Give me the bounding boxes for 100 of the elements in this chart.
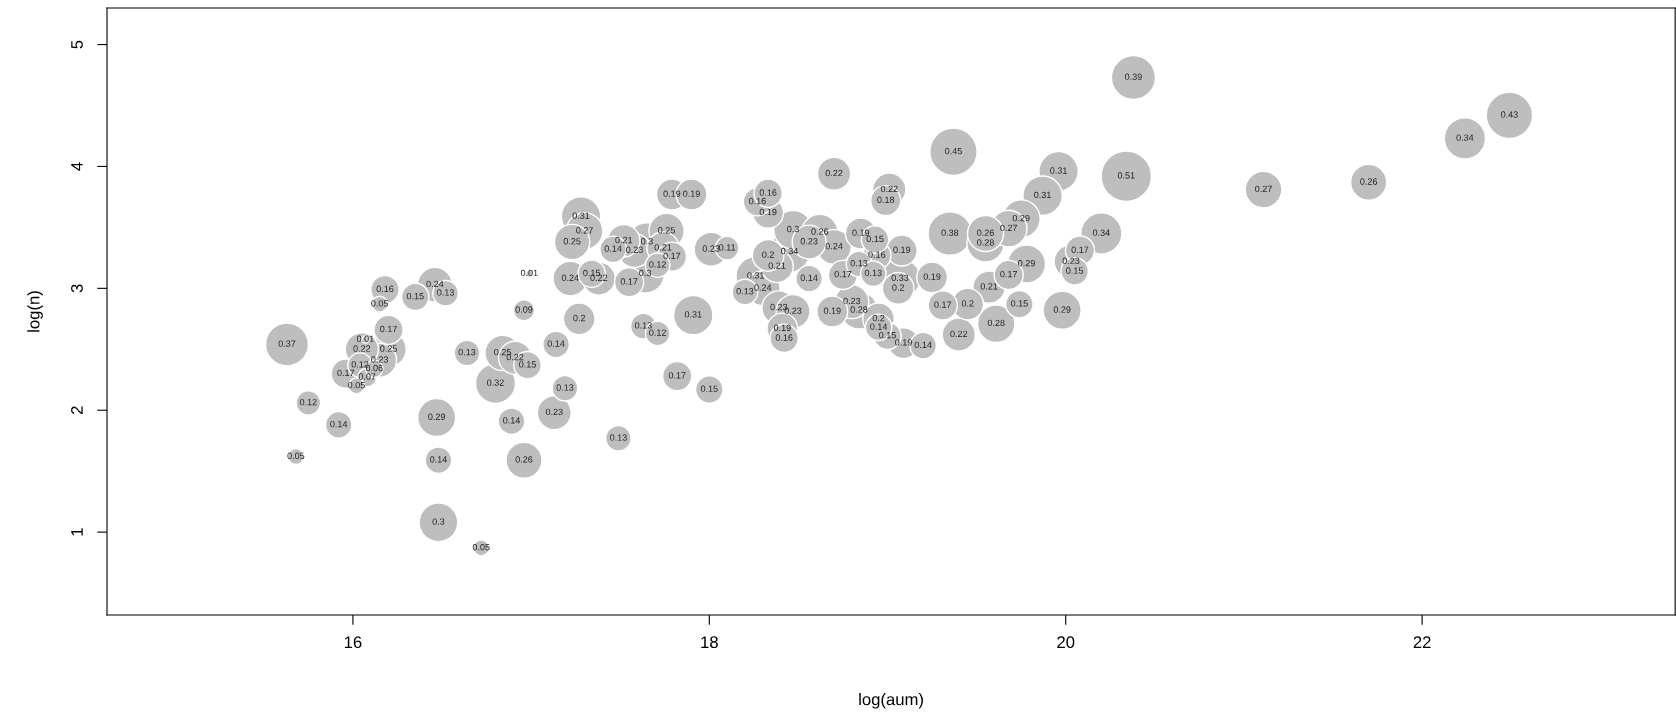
annotation: 0.31 — [684, 311, 702, 318]
annotation: 0.23 — [800, 238, 818, 245]
annotation: 0.21 — [654, 244, 672, 251]
annotation: 0.23 — [1062, 257, 1080, 264]
annotation: 0.31 — [572, 212, 590, 219]
annotation: 0.16 — [775, 334, 793, 341]
annotation: 0.3 — [639, 269, 652, 277]
annotation: 0.22 — [825, 169, 843, 177]
annotation: 0.23 — [702, 245, 720, 252]
annotation: 0.12 — [299, 398, 317, 406]
annotation: 0.14 — [914, 341, 932, 349]
annotation: 0.26 — [1360, 178, 1378, 185]
annotation: 0.05 — [371, 300, 389, 307]
y-axis-title: log(n) — [27, 291, 43, 332]
annotation: 0.17 — [663, 252, 681, 260]
y-tick-label: 4 — [71, 162, 83, 171]
annotation: 0.13 — [458, 348, 476, 356]
annotation: 0.15 — [1066, 267, 1084, 274]
annotation: 0.15 — [406, 292, 424, 300]
annotation: 0.16 — [376, 285, 394, 292]
annotation: 0.32 — [487, 379, 504, 386]
annotation: 0.2 — [573, 314, 586, 322]
annotation: 0.24 — [825, 242, 843, 250]
annotation: 0.19 — [759, 208, 777, 216]
x-axis-title: log(aum) — [859, 693, 923, 709]
annotation: 0.05 — [348, 381, 365, 389]
annotation: 0.16 — [759, 189, 777, 196]
annotation: 0.15 — [1010, 300, 1028, 307]
annotation: 0.37 — [278, 340, 296, 347]
annotation: 0.17 — [380, 325, 397, 333]
annotation: 0.26 — [977, 229, 994, 236]
annotation: 0.12 — [649, 329, 666, 336]
annotation: 0.28 — [987, 319, 1005, 327]
annotation: 0.31 — [1050, 167, 1067, 174]
annotation: 0.17 — [934, 301, 952, 308]
annotation: 0.51 — [1117, 172, 1135, 179]
annotation: 0.13 — [736, 288, 754, 295]
annotation: 0.25 — [563, 238, 581, 245]
annotation: 0.14 — [430, 456, 447, 463]
annotation: 0.17 — [668, 372, 686, 379]
annotation: 0.19 — [923, 273, 941, 280]
annotation: 0.34 — [1456, 134, 1474, 141]
annotation: 0.25 — [658, 227, 675, 234]
annotation: 0.11 — [719, 244, 736, 251]
annotation: 0.17 — [620, 278, 638, 285]
x-tick-label: 18 — [701, 636, 718, 649]
annotation: 0.14 — [800, 274, 818, 282]
annotation: 0.3 — [641, 238, 653, 245]
annotation: 0.29 — [1012, 214, 1030, 222]
annotation: 0.24 — [561, 274, 579, 282]
annotation: 0.17 — [834, 270, 852, 278]
annotation: 0.22 — [590, 274, 608, 282]
annotation: 0.38 — [941, 229, 959, 236]
annotation: 0.19 — [852, 229, 870, 236]
annotation: 0.17 — [337, 369, 355, 377]
annotation: 0.01 — [520, 269, 538, 277]
annotation: 0.13 — [556, 384, 574, 391]
annotation: 0.13 — [850, 259, 868, 267]
annotation: 0.07 — [358, 373, 376, 380]
annotation: 0.27 — [576, 227, 593, 234]
annotation: 0.39 — [1125, 73, 1142, 80]
annotation: 0.14 — [870, 323, 888, 330]
annotation: 0.15 — [879, 331, 896, 339]
annotation: 0.19 — [895, 339, 912, 346]
annotation: 0.31 — [1034, 191, 1051, 199]
annotation: 0.26 — [515, 456, 533, 463]
annotation: 0.19 — [893, 246, 911, 253]
annotation: 0.23 — [626, 246, 643, 253]
x-tick-label: 22 — [1413, 636, 1431, 648]
annotation: 0.24 — [426, 280, 444, 288]
annotation: 0.13 — [610, 434, 627, 441]
annotation: 0.34 — [1092, 229, 1110, 236]
annotation: 0.15 — [866, 235, 884, 243]
annotation: 0.23 — [371, 356, 389, 363]
annotation: 0.27 — [1000, 224, 1018, 232]
annotation: 0.24 — [754, 284, 772, 291]
annotation: 0.2 — [762, 251, 774, 258]
annotation: 0.45 — [945, 147, 962, 155]
annotation: 0.13 — [864, 269, 882, 277]
annotation: 0.18 — [877, 196, 895, 204]
annotation: 0.34 — [781, 247, 799, 255]
annotation: 0.2 — [892, 284, 905, 291]
annotation: 0.12 — [649, 261, 666, 268]
annotation: 0.28 — [977, 239, 994, 246]
annotation: 0.14 — [604, 245, 622, 252]
annotation: 0.21 — [768, 262, 786, 269]
annotation: 0.14 — [503, 417, 521, 424]
annotation: 0.21 — [980, 283, 998, 290]
annotation: 0.2 — [872, 314, 885, 322]
annotation: 0.23 — [843, 297, 861, 305]
annotation: 0.19 — [823, 307, 841, 314]
annotation: 0.33 — [891, 274, 909, 282]
y-tick-label: 2 — [71, 406, 83, 415]
annotation: 0.17 — [1071, 246, 1089, 253]
annotation: 0.26 — [811, 228, 829, 235]
annotation: 0.29 — [1053, 306, 1071, 313]
annotation: 0.17 — [1000, 270, 1018, 278]
annotation: 0.14 — [547, 340, 565, 347]
annotation: 0.16 — [749, 197, 766, 205]
annotation: 0.3 — [432, 518, 445, 525]
